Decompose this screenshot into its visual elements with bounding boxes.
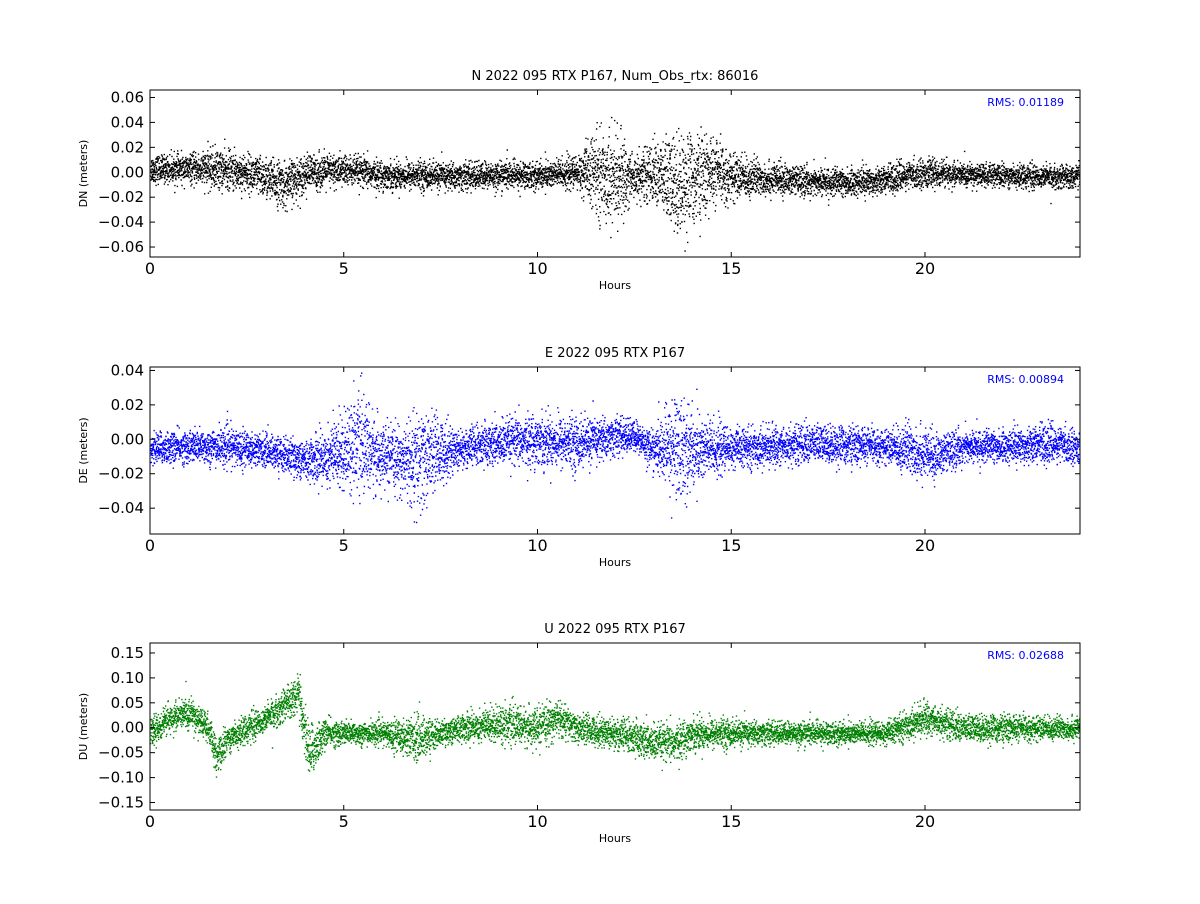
x-tick-label: 20 bbox=[915, 259, 935, 278]
subplot-2: E 2022 095 RTX P167 0 5 10 15 20 −0.04 −0.02 0.0… bbox=[77, 346, 1081, 569]
axes-frame bbox=[149, 642, 1081, 811]
y-tick-label: −0.04 bbox=[98, 213, 144, 231]
y-tick-label: −0.02 bbox=[98, 188, 144, 206]
subplot-title: E 2022 095 RTX P167 bbox=[545, 346, 685, 361]
y-tick-label: 0.04 bbox=[111, 361, 144, 379]
y-axis-label: DE (meters) bbox=[77, 417, 90, 483]
y-tick-label: 0.10 bbox=[111, 669, 144, 687]
y-axis-label: DU (meters) bbox=[77, 693, 90, 760]
y-tick-label: −0.10 bbox=[98, 769, 144, 787]
y-tick-label: 0.02 bbox=[111, 396, 144, 414]
x-tick-label: 10 bbox=[527, 536, 547, 555]
y-tick-label: 0.06 bbox=[111, 88, 144, 106]
x-tick-label: 0 bbox=[145, 812, 155, 831]
subplot-1: N 2022 095 RTX P167, Num_Obs_rtx: 86016 0… bbox=[77, 69, 1081, 292]
y-tick-label: 0.04 bbox=[111, 113, 144, 131]
y-tick-label: −0.05 bbox=[98, 744, 144, 762]
rms-annotation: RMS: 0.00894 bbox=[987, 373, 1064, 386]
y-tick-label: 0.00 bbox=[111, 719, 144, 737]
x-tick-label: 20 bbox=[915, 536, 935, 555]
y-tick-label: 0.00 bbox=[111, 163, 144, 181]
x-tick-label: 5 bbox=[339, 812, 349, 831]
x-tick-label: 10 bbox=[527, 812, 547, 831]
y-tick-label: −0.04 bbox=[98, 499, 144, 517]
x-axis-label: Hours bbox=[599, 832, 631, 845]
y-tick-label: 0.15 bbox=[111, 644, 144, 662]
y-axis-label: DN (meters) bbox=[77, 140, 90, 208]
x-tick-label: 15 bbox=[721, 536, 741, 555]
rms-annotation: RMS: 0.01189 bbox=[987, 96, 1064, 109]
x-tick-label: 0 bbox=[145, 259, 155, 278]
data-point bbox=[150, 116, 1080, 252]
data-point bbox=[150, 673, 1080, 778]
data-series bbox=[150, 372, 1080, 524]
subplot-title: U 2022 095 RTX P167 bbox=[544, 622, 686, 637]
y-tick-label: 0.00 bbox=[111, 430, 144, 448]
data-series bbox=[150, 673, 1080, 778]
x-tick-label: 10 bbox=[527, 259, 547, 278]
y-tick-label: 0.05 bbox=[111, 694, 144, 712]
x-tick-label: 5 bbox=[339, 536, 349, 555]
axes-frame bbox=[149, 89, 1081, 258]
y-tick-label: −0.02 bbox=[98, 465, 144, 483]
y-tick-label: −0.06 bbox=[98, 238, 144, 256]
x-axis-label: Hours bbox=[599, 279, 631, 292]
y-tick-label: 0.02 bbox=[111, 138, 144, 156]
x-tick-label: 0 bbox=[145, 536, 155, 555]
subplot-3: U 2022 095 RTX P167 0 5 10 15 20 −0.15 −0.10 −0.… bbox=[77, 622, 1081, 845]
rms-annotation: RMS: 0.02688 bbox=[987, 649, 1064, 662]
x-tick-label: 20 bbox=[915, 812, 935, 831]
axes-frame bbox=[149, 366, 1081, 535]
x-tick-label: 5 bbox=[339, 259, 349, 278]
data-series bbox=[150, 116, 1080, 252]
subplot-title: N 2022 095 RTX P167, Num_Obs_rtx: 86016 bbox=[472, 69, 759, 84]
x-tick-label: 15 bbox=[721, 259, 741, 278]
y-tick-label: −0.15 bbox=[98, 794, 144, 812]
data-point bbox=[150, 372, 1080, 524]
x-tick-label: 15 bbox=[721, 812, 741, 831]
x-axis-label: Hours bbox=[599, 556, 631, 569]
